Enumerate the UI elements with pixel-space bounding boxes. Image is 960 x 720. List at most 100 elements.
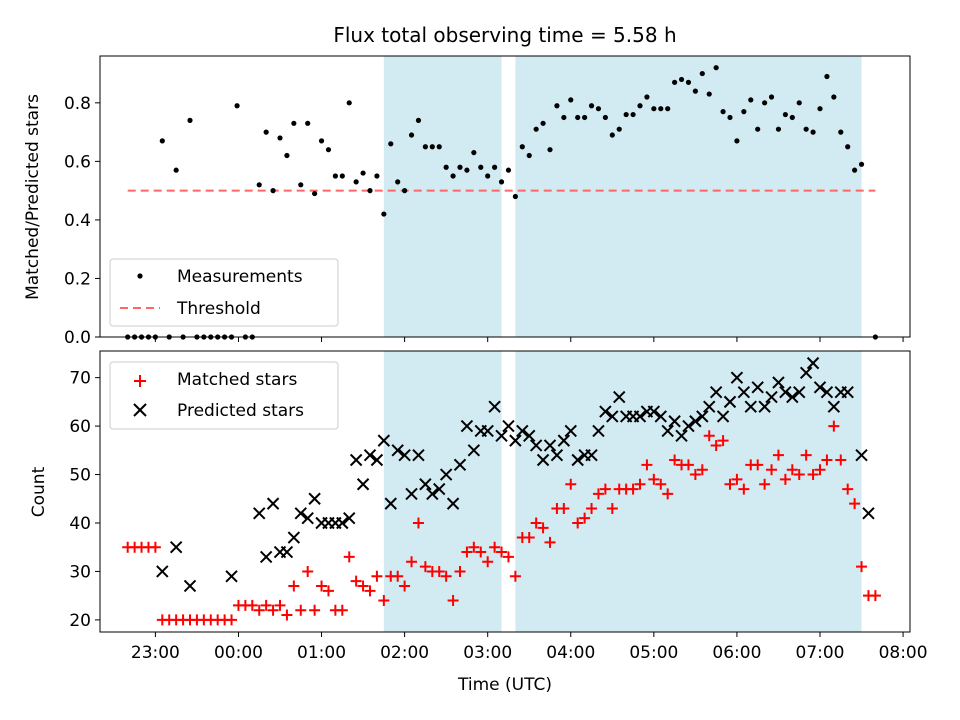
measurement-point — [305, 120, 311, 126]
measurement-point — [485, 173, 491, 179]
predicted-star-point — [668, 415, 681, 428]
predicted-star-point — [183, 579, 197, 593]
y-tick-label: 0.4 — [64, 211, 91, 231]
predicted-star-point — [488, 400, 501, 413]
matched-star-point — [537, 522, 549, 534]
matched-star-point — [669, 454, 681, 466]
matched-star-point — [496, 546, 508, 558]
predicted-star-point — [827, 400, 841, 413]
measurement-point — [367, 188, 373, 194]
predicted-star-point — [661, 424, 674, 438]
matched-star-point — [502, 551, 514, 563]
measurement-point — [713, 65, 719, 71]
measurement-point — [346, 100, 352, 106]
predicted-star-point — [820, 385, 834, 399]
matched-star-point — [724, 478, 736, 490]
measurement-point — [658, 106, 664, 112]
predicted-star-point — [592, 424, 605, 438]
x-tick-label: 06:00 — [712, 643, 761, 663]
predicted-star-point — [529, 439, 543, 452]
measurement-point — [782, 111, 788, 118]
bottom-matched-points — [122, 420, 881, 626]
bottom-x-axis-label: Time (UTC) — [457, 675, 552, 695]
measurement-point — [699, 70, 705, 77]
y-tick-label: 60 — [69, 417, 91, 437]
matched-star-point — [842, 483, 854, 495]
predicted-star-point — [606, 410, 619, 423]
matched-star-point — [309, 604, 321, 616]
top-y-ticks: 0.0 0.2 0.4 0.6 0.8 — [64, 94, 100, 348]
predicted-star-point — [426, 487, 439, 501]
matched-star-point — [759, 478, 771, 490]
matched-star-point — [295, 604, 307, 616]
matched-star-point — [856, 561, 868, 573]
measurement-point — [748, 97, 754, 103]
matched-star-point — [246, 599, 258, 611]
predicted-star-point — [716, 410, 730, 423]
matched-star-point — [572, 517, 584, 529]
matched-star-point — [336, 604, 348, 616]
matched-star-point — [696, 464, 708, 476]
measurement-point — [803, 126, 809, 132]
matched-star-point — [350, 575, 362, 587]
measurement-point — [270, 188, 276, 194]
measurement-point — [831, 94, 837, 100]
matched-star-point — [634, 478, 646, 490]
x-tick-label: 03:00 — [463, 643, 512, 663]
measurement-point — [561, 114, 567, 121]
measurement-point — [325, 147, 332, 153]
y-tick-label: 0.8 — [64, 94, 91, 114]
predicted-star-point — [543, 439, 557, 452]
measurement-point — [408, 132, 415, 138]
predicted-star-point — [779, 385, 792, 399]
matched-star-point — [149, 541, 161, 553]
predicted-star-point — [793, 385, 806, 399]
predicted-star-point — [294, 507, 307, 520]
predicted-star-point — [169, 541, 183, 554]
measurement-point — [284, 152, 290, 159]
predicted-star-point — [765, 390, 778, 404]
x-tick-label: 07:00 — [796, 643, 845, 663]
legend-measurements-marker — [137, 273, 143, 279]
measurement-point — [478, 164, 484, 170]
predicted-star-point — [377, 434, 391, 447]
legend-threshold-label: Threshold — [176, 299, 261, 319]
measurement-point — [588, 103, 595, 109]
legend-matched-label: Matched stars — [177, 370, 297, 390]
predicted-star-point — [536, 453, 550, 467]
measurement-point — [609, 132, 615, 138]
matched-star-point — [302, 565, 314, 577]
legend-predicted-label: Predicted stars — [177, 401, 304, 421]
predicted-star-point — [259, 550, 273, 564]
measurement-point — [512, 193, 518, 200]
predicted-star-point — [709, 385, 723, 399]
measurement-point — [768, 94, 775, 100]
bottom-panel: 20 30 40 50 60 70 23:00 00:00 01:00 02:00 03:00 04… — [29, 350, 928, 695]
matched-star-point — [606, 502, 618, 514]
bottom-shaded-intervals — [383, 351, 862, 632]
measurement-point — [457, 164, 463, 170]
predicted-star-point — [343, 511, 356, 525]
shaded-interval — [515, 56, 862, 337]
predicted-star-point — [675, 429, 688, 442]
matched-star-point — [475, 546, 487, 558]
matched-star-point — [835, 454, 847, 466]
matched-star-point — [807, 469, 819, 481]
x-tick-label: 00:00 — [214, 643, 263, 663]
predicted-star-point — [439, 468, 453, 481]
matched-star-point — [267, 604, 279, 616]
predicted-star-point — [751, 381, 764, 394]
matched-star-point — [440, 570, 452, 582]
matched-star-point — [689, 469, 701, 481]
legend-matched-marker — [134, 375, 146, 387]
predicted-star-point — [571, 453, 584, 467]
y-tick-label: 50 — [69, 466, 91, 486]
y-tick-label: 0.2 — [64, 269, 91, 289]
measurement-point — [415, 117, 422, 123]
predicted-star-point — [336, 516, 349, 530]
x-tick-label: 02:00 — [380, 643, 429, 663]
predicted-star-point — [654, 410, 667, 423]
measurement-point — [429, 144, 435, 150]
y-tick-label: 70 — [69, 369, 91, 389]
